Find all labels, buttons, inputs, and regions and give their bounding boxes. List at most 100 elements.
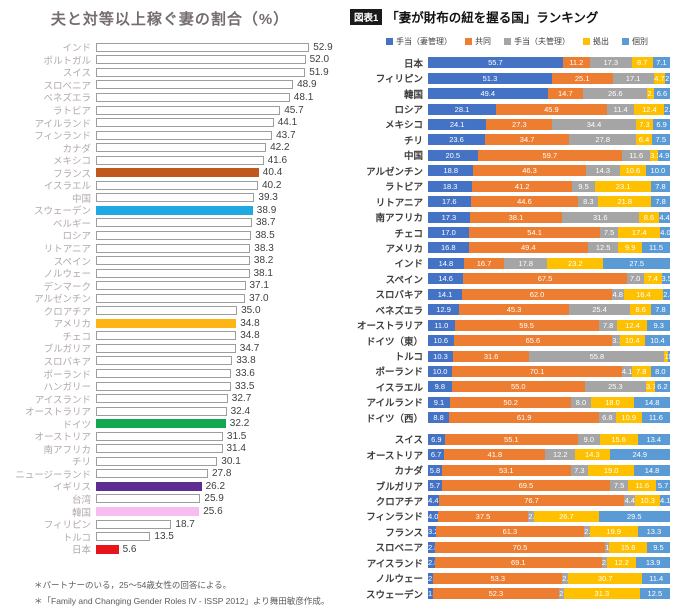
bar-segment: 23.2 bbox=[547, 257, 604, 269]
bar-segment: 12.9 bbox=[428, 304, 460, 316]
bar-row: アルゼンチン 37.0 bbox=[0, 292, 340, 306]
bar bbox=[96, 456, 218, 466]
stacked-bar: 18.8 46.3 14.3 10.6 10.0 bbox=[428, 165, 670, 177]
value-label: 45.7 bbox=[284, 104, 304, 116]
stacked-bar: 16.8 49.4 12.5 9.9 11.5 bbox=[428, 242, 670, 254]
bar-segment: 11.6 bbox=[628, 480, 657, 492]
bar-segment: 14.6 bbox=[428, 273, 464, 285]
bar bbox=[96, 42, 310, 52]
stacked-bar-row: スロベニア 2.870.51.715.69.5 bbox=[340, 540, 680, 555]
country-label: フランス bbox=[385, 527, 423, 539]
country-label: スウェーデン bbox=[33, 206, 91, 218]
country-label: イスラエル bbox=[375, 382, 423, 394]
bar-segment: 6.7 bbox=[428, 449, 445, 461]
country-label: スロバキア bbox=[375, 290, 423, 302]
bar-row: 中国 39.3 bbox=[0, 192, 340, 205]
value-label: 52.0 bbox=[309, 54, 330, 66]
bar-segment: 28.1 bbox=[428, 103, 496, 115]
bar-segment: 13.4 bbox=[637, 433, 670, 445]
bar-segment: 31.6 bbox=[452, 350, 530, 362]
bar-segment: 14.8 bbox=[634, 464, 670, 476]
bar-segment: 41.8 bbox=[444, 449, 546, 461]
bar-segment: 50.2 bbox=[450, 396, 572, 408]
footnote: ＊「Family and Changing Gender Roles IV - … bbox=[34, 595, 330, 606]
bar-row: 台湾 25.9 bbox=[0, 493, 340, 506]
bar bbox=[96, 356, 233, 366]
stacked-bar: 11.0 59.5 7.8 12.4 9.3 bbox=[428, 319, 670, 331]
bar-segment: 19.0 bbox=[588, 464, 635, 476]
bar-row: ドイツ 32.2 bbox=[0, 417, 340, 431]
bar-segment: 10.9 bbox=[615, 412, 642, 424]
bar-row: アイルランド 44.1 bbox=[0, 116, 340, 130]
value-label: 41.6 bbox=[267, 154, 288, 166]
bar bbox=[96, 469, 208, 479]
country-label: 韓国 bbox=[403, 89, 423, 101]
bar-segment: 53.1 bbox=[442, 464, 571, 476]
bar bbox=[96, 394, 228, 404]
country-label: 中国 bbox=[71, 193, 91, 205]
legend-label: 手当（妻管理） bbox=[396, 37, 452, 46]
bar-segment: 4.0 bbox=[428, 510, 438, 522]
stacked-bar-row: ロシア 28.145.911.412.42.3 bbox=[340, 101, 680, 116]
bar-segment: 59.7 bbox=[477, 149, 623, 161]
stacked-bar-row: ノルウェー 2.253.32.430.711.4 bbox=[340, 570, 680, 585]
bar-segment: 17.6 bbox=[428, 196, 471, 208]
bar-segment: 2.8 bbox=[428, 541, 435, 553]
bar-row: アイスランド 32.7 bbox=[0, 392, 340, 406]
bar-segment: 3.2 bbox=[428, 526, 436, 538]
bar-segment: 8.3 bbox=[578, 196, 599, 208]
stacked-bar-row: 韓国 49.414.726.62.76.6 bbox=[340, 86, 680, 101]
bar-segment: 12.4 bbox=[634, 103, 665, 115]
bar bbox=[96, 55, 306, 65]
right-chart-title: 「妻が財布の紐を握る国」ランキング bbox=[386, 11, 599, 25]
bar-segment: 7.8 bbox=[651, 180, 670, 192]
bar bbox=[96, 507, 200, 516]
bar-segment: 26.6 bbox=[583, 88, 648, 100]
bar-row: 韓国 25.6 bbox=[0, 505, 340, 519]
bar-row: ラトビア 45.7 bbox=[0, 104, 340, 118]
bar-row: インド 52.9 bbox=[0, 41, 340, 55]
bar-segment: 6.4 bbox=[636, 134, 652, 146]
bar-segment: 55.1 bbox=[444, 433, 579, 445]
bar-segment: 7.3 bbox=[570, 464, 589, 476]
value-label: 38.9 bbox=[256, 204, 277, 216]
stacked-bar: 24.1 27.3 34.4 7.3 6.9 bbox=[428, 118, 670, 130]
bar-row: ベネズエラ 48.1 bbox=[0, 91, 340, 105]
bar-segment: 2.3 bbox=[584, 526, 590, 538]
country-label: クロアチア bbox=[43, 306, 91, 318]
left-chart-footnotes: ＊パートナーのいる，25～54歳女性の回答による。 ＊「Family and C… bbox=[34, 578, 329, 609]
bar bbox=[96, 67, 306, 77]
bar-row: チリ 30.1 bbox=[0, 455, 340, 469]
bar bbox=[96, 118, 274, 128]
bar-segment: 70.5 bbox=[434, 541, 606, 553]
legend-swatch-icon bbox=[622, 38, 629, 45]
bar-row: フィリピン 18.7 bbox=[0, 518, 340, 532]
legend-swatch-icon bbox=[583, 38, 590, 45]
bar-segment: 15.6 bbox=[599, 433, 638, 445]
value-label: 38.5 bbox=[255, 229, 275, 241]
bar-segment: 3.5 bbox=[661, 273, 670, 285]
bar-row: イギリス 26.2 bbox=[0, 480, 340, 494]
bar-segment: 18.8 bbox=[428, 165, 474, 177]
value-label: 34.7 bbox=[239, 342, 260, 354]
value-label: 39.3 bbox=[258, 192, 278, 204]
bar bbox=[96, 155, 264, 165]
bar-segment: 29.5 bbox=[598, 510, 670, 522]
bar-segment: 4.0 bbox=[660, 227, 670, 239]
stacked-bar-row: スウェーデン 1.952.32.031.312.5 bbox=[340, 586, 680, 601]
bar-segment: 14.7 bbox=[547, 88, 584, 100]
country-label: ドイツ bbox=[62, 419, 91, 431]
bar-segment: 8.7 bbox=[631, 57, 653, 69]
country-label: チェコ bbox=[62, 331, 91, 343]
country-label: メキシコ bbox=[52, 156, 91, 168]
country-label: オーストラリア bbox=[24, 407, 91, 419]
bar bbox=[96, 544, 119, 554]
stacked-bar: 1.952.32.031.312.5 bbox=[428, 588, 670, 600]
bar bbox=[96, 281, 246, 291]
legend-item: 共同 bbox=[465, 36, 491, 47]
bar-row: メキシコ 41.6 bbox=[0, 154, 340, 168]
stacked-bar: 6.7 41.8 12.2 14.3 24.9 bbox=[428, 449, 670, 461]
stacked-bar: 49.414.726.62.76.6 bbox=[428, 88, 670, 100]
stacked-bar-row: アメリカ 16.8 49.4 12.5 9.9 11.5 bbox=[340, 240, 680, 255]
value-label: 40.4 bbox=[262, 167, 283, 179]
